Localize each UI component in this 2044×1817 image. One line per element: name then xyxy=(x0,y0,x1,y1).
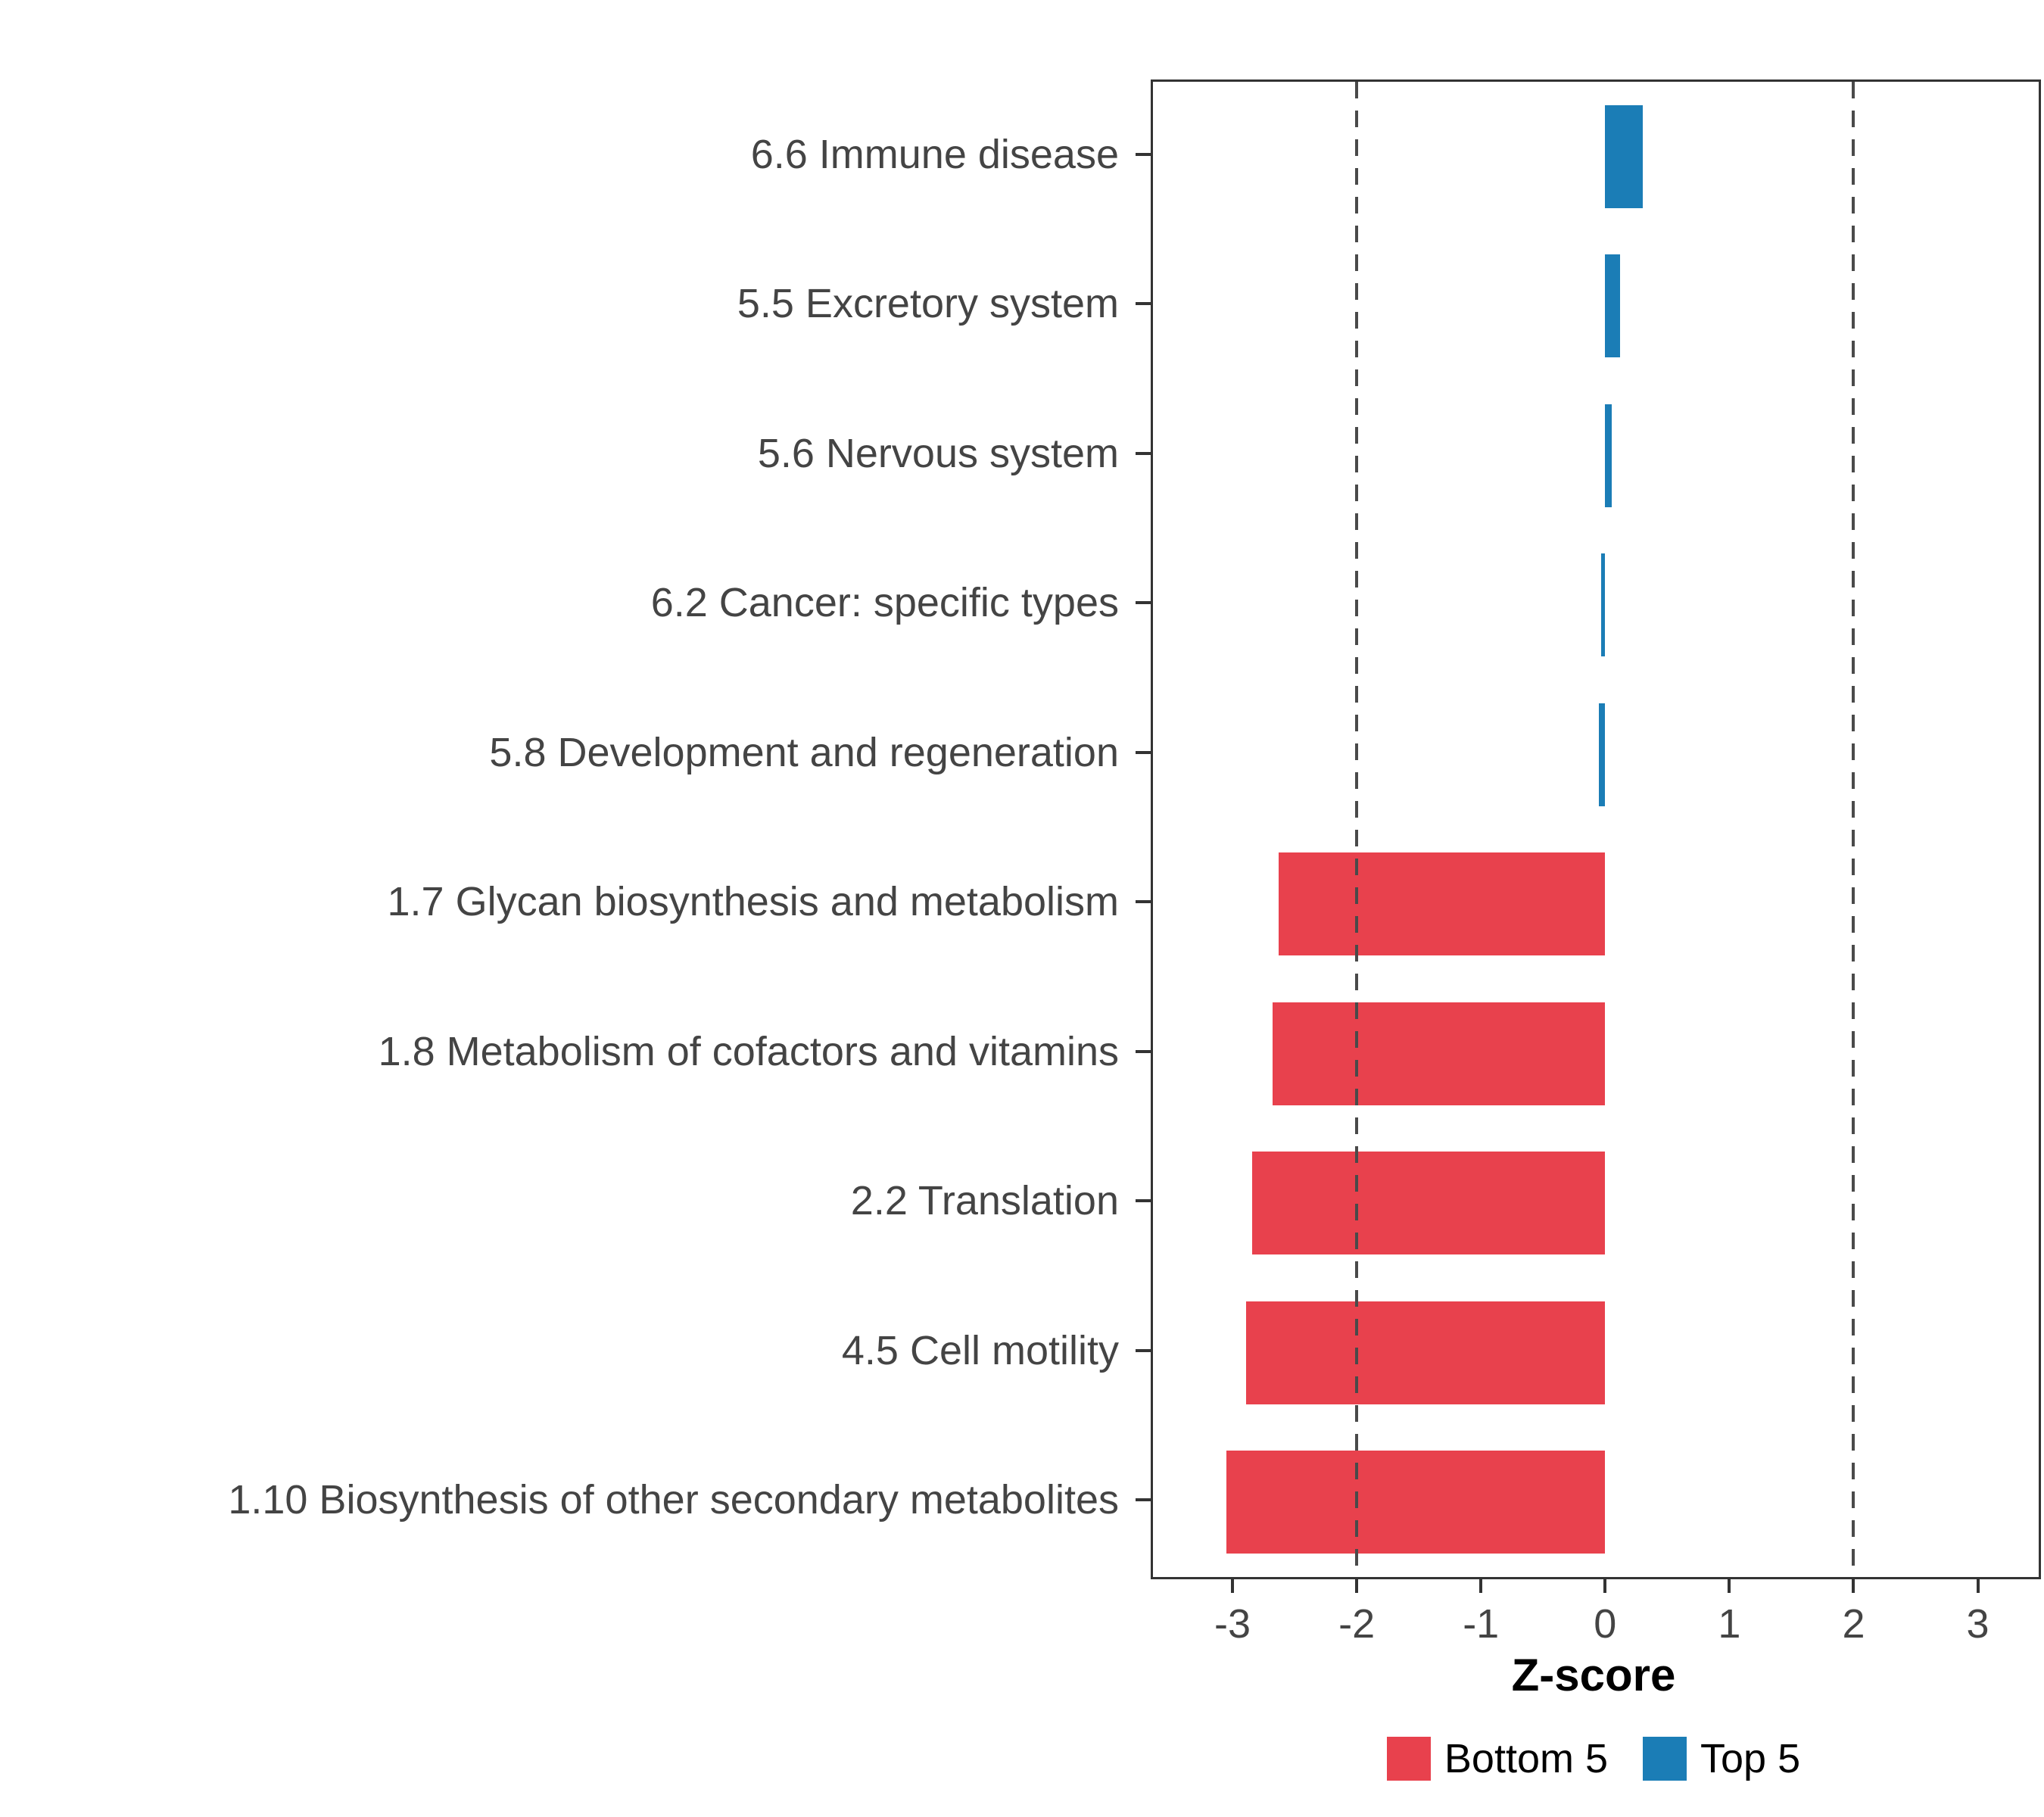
x-axis-tick xyxy=(1728,1579,1731,1593)
y-axis-tick xyxy=(1136,750,1151,754)
legend-item: Top 5 xyxy=(1643,1735,1800,1782)
legend-label: Top 5 xyxy=(1700,1736,1801,1781)
y-axis-category-label: 1.8 Metabolism of cofactors and vitamins xyxy=(378,1028,1119,1074)
y-axis-tick xyxy=(1136,1348,1151,1352)
x-axis-tick xyxy=(1852,1579,1855,1593)
x-axis-tick-label: 1 xyxy=(1718,1601,1741,1647)
y-axis-tick xyxy=(1136,302,1151,306)
y-axis-category-label: 6.6 Immune disease xyxy=(750,131,1119,177)
x-axis-tick-label: -1 xyxy=(1463,1601,1500,1647)
reference-line-dashed xyxy=(1355,82,1359,1577)
plot-panel xyxy=(1151,79,2041,1579)
legend: Bottom 5 Top 5 xyxy=(1151,1735,2036,1782)
bar xyxy=(1226,1451,1606,1554)
bar xyxy=(1601,553,1606,657)
bar xyxy=(1605,254,1620,358)
x-axis-tick xyxy=(1231,1579,1235,1593)
y-axis-tick xyxy=(1136,1199,1151,1203)
y-axis-tick xyxy=(1136,152,1151,156)
y-axis-category-label: 2.2 Translation xyxy=(850,1178,1119,1224)
x-axis-title: Z-score xyxy=(1511,1650,1676,1700)
reference-line-dashed xyxy=(1852,82,1855,1577)
x-axis-tick-label: 0 xyxy=(1594,1601,1617,1647)
legend-label: Bottom 5 xyxy=(1444,1736,1608,1781)
bar xyxy=(1246,1301,1606,1404)
legend-swatch xyxy=(1386,1737,1431,1781)
x-axis-tick-label: 2 xyxy=(1842,1601,1865,1647)
y-axis-category-label: 1.10 Biosynthesis of other secondary met… xyxy=(228,1477,1119,1523)
bar xyxy=(1599,703,1606,806)
bar xyxy=(1605,404,1612,507)
bar xyxy=(1252,1152,1606,1255)
x-axis-tick xyxy=(1479,1579,1483,1593)
y-axis-category-label: 5.8 Development and regeneration xyxy=(489,729,1119,775)
y-axis-tick xyxy=(1136,1498,1151,1502)
y-axis-category-label: 6.2 Cancer: specific types xyxy=(650,580,1119,626)
legend-item: Bottom 5 xyxy=(1386,1735,1608,1782)
x-axis-tick xyxy=(1603,1579,1607,1593)
x-axis-tick-label: -3 xyxy=(1214,1601,1251,1647)
y-axis-category-label: 5.6 Nervous system xyxy=(757,430,1119,476)
x-axis-tick xyxy=(1976,1579,1980,1593)
x-axis-tick-label: 3 xyxy=(1966,1601,1989,1647)
y-axis-tick xyxy=(1136,601,1151,605)
y-axis-category-label: 1.7 Glycan biosynthesis and metabolism xyxy=(387,879,1120,925)
y-axis-category-label: 4.5 Cell motility xyxy=(841,1327,1119,1373)
y-axis-tick xyxy=(1136,451,1151,455)
bar xyxy=(1272,1002,1606,1105)
y-axis-tick xyxy=(1136,1049,1151,1053)
x-axis-tick xyxy=(1355,1579,1359,1593)
legend-swatch xyxy=(1643,1737,1687,1781)
y-axis-tick xyxy=(1136,900,1151,904)
x-axis-tick-label: -2 xyxy=(1338,1601,1376,1647)
bar xyxy=(1605,104,1643,208)
y-axis-category-label: 5.5 Excretory system xyxy=(737,281,1119,327)
bar xyxy=(1278,852,1606,956)
